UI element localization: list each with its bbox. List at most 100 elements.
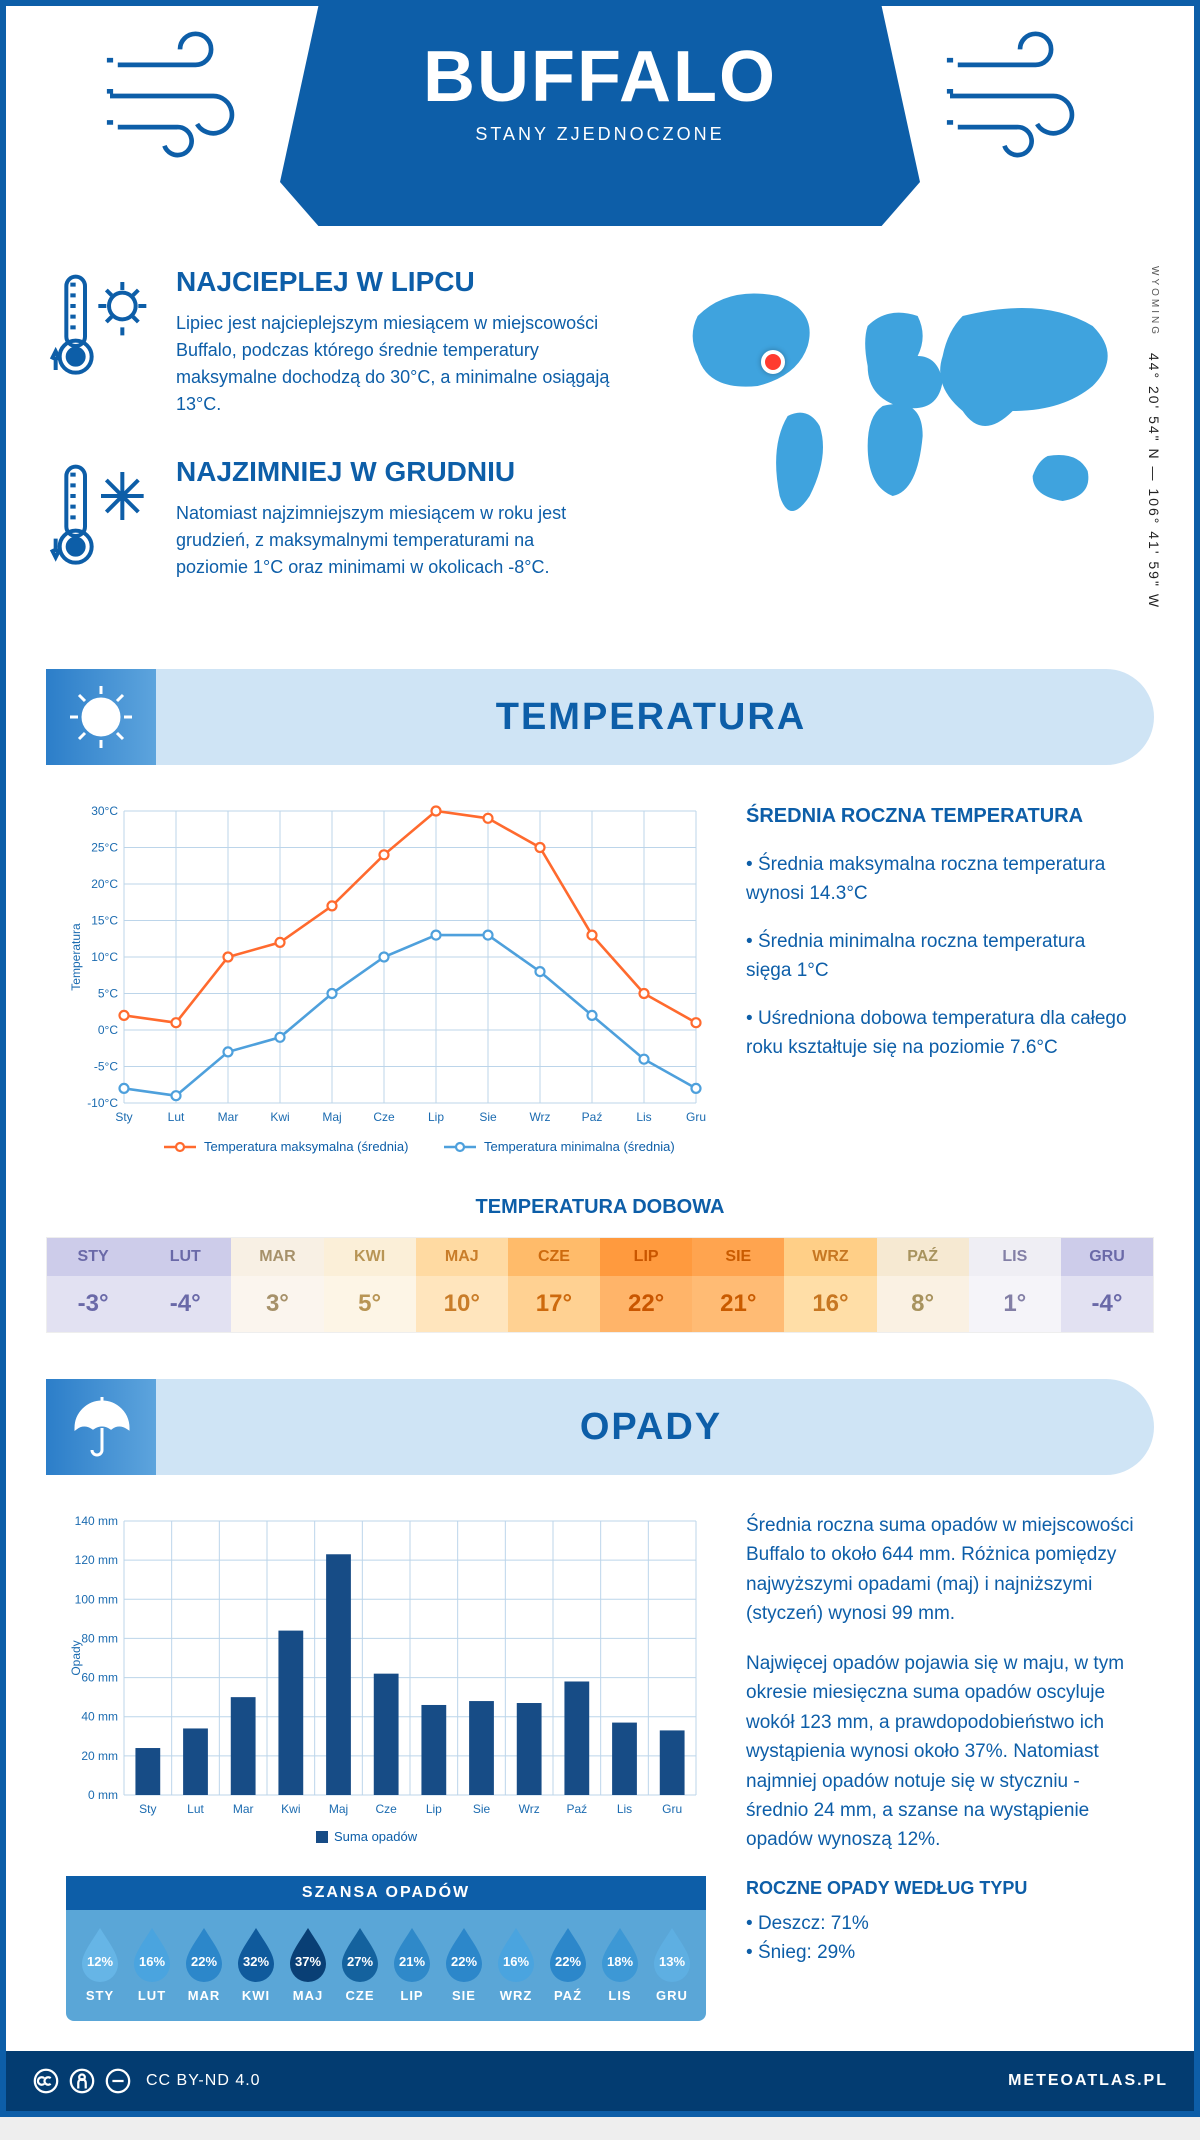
svg-text:Paź: Paź: [582, 1110, 603, 1124]
fact-cold-text: Natomiast najzimniejszym miesiącem w rok…: [176, 500, 611, 581]
precip-chance-panel: SZANSA OPADÓW 12% STY 16% LUT 22% MAR 32…: [66, 1876, 706, 2021]
chance-drop: 12% STY: [78, 1924, 122, 2003]
svg-text:27%: 27%: [347, 1954, 373, 1969]
chance-drop: 18% LIS: [598, 1924, 642, 2003]
daily-cell: KWI 5°: [324, 1238, 416, 1332]
daily-cell: CZE 17°: [508, 1238, 600, 1332]
fact-hottest: NAJCIEPLEJ W LIPCU Lipiec jest najcieple…: [46, 266, 611, 418]
svg-text:Temperatura: Temperatura: [69, 923, 83, 991]
svg-text:16%: 16%: [503, 1954, 529, 1969]
svg-text:12%: 12%: [87, 1954, 113, 1969]
chance-drop: 13% GRU: [650, 1924, 694, 2003]
svg-text:Cze: Cze: [373, 1110, 395, 1124]
svg-text:21%: 21%: [399, 1954, 425, 1969]
daily-temperature-table: TEMPERATURA DOBOWA STY -3°LUT -4°MAR 3°K…: [46, 1196, 1154, 1333]
svg-text:-5°C: -5°C: [94, 1060, 118, 1074]
svg-text:Cze: Cze: [375, 1802, 397, 1816]
section-header-temperature: TEMPERATURA: [46, 669, 1154, 765]
daily-cell: SIE 21°: [692, 1238, 784, 1332]
svg-text:Mar: Mar: [233, 1802, 254, 1816]
svg-text:16%: 16%: [139, 1954, 165, 1969]
svg-text:Lis: Lis: [636, 1110, 651, 1124]
daily-cell: LIS 1°: [969, 1238, 1061, 1332]
daily-cell: LIP 22°: [600, 1238, 692, 1332]
chance-drop: 22% PAŹ: [546, 1924, 590, 2003]
svg-text:Wrz: Wrz: [519, 1802, 540, 1816]
fact-hot-text: Lipiec jest najcieplejszym miesiącem w m…: [176, 310, 611, 418]
svg-text:Lut: Lut: [187, 1802, 204, 1816]
chance-drop: 22% MAR: [182, 1924, 226, 2003]
svg-text:Sty: Sty: [115, 1110, 132, 1124]
svg-text:13%: 13%: [659, 1954, 685, 1969]
chance-drop: 22% SIE: [442, 1924, 486, 2003]
daily-cell: WRZ 16°: [784, 1238, 876, 1332]
svg-text:20 mm: 20 mm: [81, 1749, 118, 1763]
precip-para1: Średnia roczna suma opadów w miejscowośc…: [746, 1511, 1134, 1629]
svg-text:18%: 18%: [607, 1954, 633, 1969]
thermometer-sun-icon: [46, 266, 156, 386]
svg-text:10°C: 10°C: [91, 950, 118, 964]
umbrella-icon: [46, 1379, 156, 1475]
precip-type-rain: Deszcz: 71%: [746, 1909, 1134, 1938]
precip-bytype-title: ROCZNE OPADY WEDŁUG TYPU: [746, 1875, 1134, 1903]
thermometer-snow-icon: [46, 456, 156, 576]
svg-text:140 mm: 140 mm: [75, 1514, 118, 1528]
precip-type-snow: Śnieg: 29%: [746, 1938, 1134, 1967]
svg-text:20°C: 20°C: [91, 877, 118, 891]
cc-icons: [32, 2067, 132, 2095]
svg-text:37%: 37%: [295, 1954, 321, 1969]
svg-text:Wrz: Wrz: [529, 1110, 550, 1124]
svg-text:Maj: Maj: [329, 1802, 348, 1816]
daily-cell: MAR 3°: [231, 1238, 323, 1332]
svg-text:15°C: 15°C: [91, 914, 118, 928]
world-map: WYOMING 44° 20' 54" N — 106° 41' 59" W: [641, 266, 1154, 619]
annual-temp-title: ŚREDNIA ROCZNA TEMPERATURA: [746, 801, 1134, 832]
svg-text:Maj: Maj: [322, 1110, 341, 1124]
fact-coldest: NAJZIMNIEJ W GRUDNIU Natomiast najzimnie…: [46, 456, 611, 581]
svg-text:32%: 32%: [243, 1954, 269, 1969]
svg-text:Lut: Lut: [168, 1110, 185, 1124]
chance-drop: 37% MAJ: [286, 1924, 330, 2003]
daily-cell: GRU -4°: [1061, 1238, 1153, 1332]
sun-icon: [46, 669, 156, 765]
wind-right-icon: [920, 6, 1120, 186]
svg-text:22%: 22%: [451, 1954, 477, 1969]
country-subtitle: STANY ZJEDNOCZONE: [280, 124, 920, 145]
svg-text:Suma opadów: Suma opadów: [334, 1829, 418, 1844]
svg-text:22%: 22%: [555, 1954, 581, 1969]
wind-left-icon: [80, 6, 280, 186]
svg-text:Opady: Opady: [69, 1640, 83, 1675]
svg-text:5°C: 5°C: [98, 987, 118, 1001]
section-header-precip: OPADY: [46, 1379, 1154, 1475]
daily-cell: STY -3°: [47, 1238, 139, 1332]
svg-text:80 mm: 80 mm: [81, 1631, 118, 1645]
svg-text:40 mm: 40 mm: [81, 1710, 118, 1724]
svg-text:22%: 22%: [191, 1954, 217, 1969]
annual-temp-b2: • Średnia minimalna roczna temperatura s…: [746, 927, 1134, 986]
chance-drop: 16% LUT: [130, 1924, 174, 2003]
svg-text:0°C: 0°C: [98, 1023, 118, 1037]
svg-text:Lip: Lip: [426, 1802, 442, 1816]
chance-drop: 32% KWI: [234, 1924, 278, 2003]
license-label: CC BY-ND 4.0: [146, 2072, 261, 2090]
map-marker: [761, 350, 785, 374]
annual-temp-b3: • Uśredniona dobowa temperatura dla całe…: [746, 1004, 1134, 1063]
chance-drop: 16% WRZ: [494, 1924, 538, 2003]
precip-para2: Najwięcej opadów pojawia się w maju, w t…: [746, 1649, 1134, 1855]
svg-text:Kwi: Kwi: [270, 1110, 289, 1124]
svg-text:-10°C: -10°C: [87, 1096, 118, 1110]
svg-text:Lis: Lis: [617, 1802, 632, 1816]
svg-text:25°C: 25°C: [91, 841, 118, 855]
svg-text:0 mm: 0 mm: [88, 1788, 118, 1802]
city-title: BUFFALO: [280, 36, 920, 118]
svg-text:Lip: Lip: [428, 1110, 444, 1124]
site-name: METEOATLAS.PL: [1008, 2072, 1168, 2090]
svg-text:60 mm: 60 mm: [81, 1671, 118, 1685]
map-coordinates: WYOMING 44° 20' 54" N — 106° 41' 59" W: [1146, 266, 1162, 619]
fact-hot-title: NAJCIEPLEJ W LIPCU: [176, 266, 611, 298]
svg-text:Temperatura minimalna (średnia: Temperatura minimalna (średnia): [484, 1139, 675, 1154]
svg-text:Mar: Mar: [218, 1110, 239, 1124]
page-footer: CC BY-ND 4.0 METEOATLAS.PL: [6, 2051, 1194, 2111]
svg-text:Sty: Sty: [139, 1802, 156, 1816]
chance-drop: 27% CZE: [338, 1924, 382, 2003]
